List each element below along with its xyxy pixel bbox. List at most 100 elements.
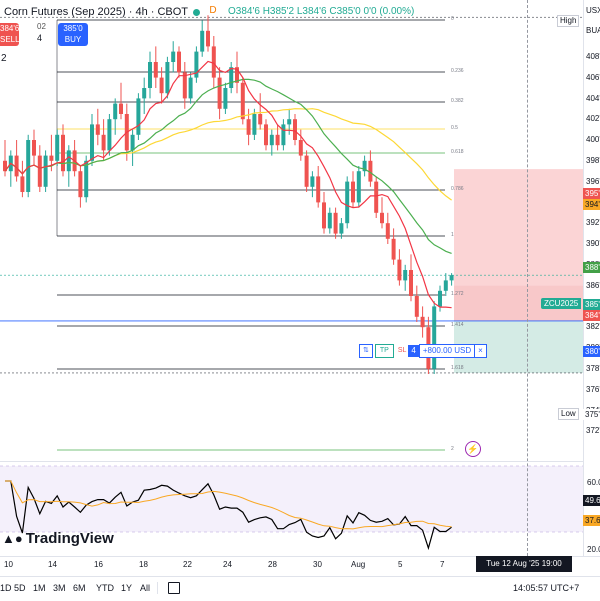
fib-level-label: 2 [451, 446, 454, 452]
position-pnl: +800.00 USD [418, 344, 476, 358]
price-tick: 402'0 [586, 114, 600, 124]
stop-loss-button[interactable]: SL [395, 345, 409, 357]
candle-body [374, 181, 379, 213]
price-flag: 375'6 [583, 409, 600, 420]
price-tick: 372'0 [586, 426, 600, 436]
time-tick: 14 [48, 560, 57, 569]
candle-body [420, 316, 425, 328]
candle-body [449, 275, 454, 281]
candle-body [287, 119, 292, 125]
quantity-field[interactable]: 4 [37, 33, 43, 43]
stop-loss-zone [454, 169, 583, 286]
candle-body [345, 181, 350, 224]
price-tick: 376'0 [586, 384, 600, 394]
high-label: High [557, 15, 580, 27]
reverse-button[interactable]: ⇅ [359, 344, 373, 358]
candle-body [368, 160, 373, 182]
pane-divider[interactable] [0, 461, 583, 462]
candle-body [252, 114, 257, 135]
rsi-tick-60: 60.0 [587, 478, 600, 487]
rsi-ma-value-flag: 37.6 [583, 515, 600, 526]
candle-body [95, 124, 100, 135]
rsi-axis [583, 462, 600, 556]
rsi-line [5, 480, 452, 551]
range-button-all[interactable]: All [140, 583, 151, 593]
candle-body [101, 134, 106, 151]
candle-body [385, 223, 390, 239]
candle-body [240, 82, 245, 120]
page-indicator: 2 [1, 53, 7, 64]
delayed-data-badge[interactable]: D [209, 5, 217, 16]
candle-body [61, 134, 65, 172]
candle-body [182, 72, 187, 99]
position-quantity: 4 [408, 345, 419, 357]
candle-body [66, 150, 71, 172]
sell-price: 384'6 [0, 24, 20, 33]
utc-clock[interactable]: 14:05:57 UTC+7 [513, 583, 580, 593]
range-button-ytd[interactable]: YTD [96, 583, 114, 593]
candle-body [113, 103, 118, 120]
currency-label: USX [586, 6, 600, 15]
candle-body [304, 155, 309, 187]
close-position-icon[interactable]: × [474, 344, 487, 358]
price-tick: 390'0 [586, 239, 600, 249]
candle-body [142, 88, 147, 99]
tradingview-wordmark: TradingView [25, 530, 114, 547]
candle-body [293, 119, 297, 140]
rsi-value-flag: 49.6 [583, 495, 600, 506]
price-tick: 382'0 [586, 322, 600, 332]
candle-body [153, 62, 158, 78]
time-tick: 24 [223, 560, 232, 569]
buy-price: 385'0 [63, 24, 83, 33]
range-button-1m[interactable]: 1M [33, 583, 46, 593]
candle-body [136, 98, 141, 135]
fib-level-label: 1.414 [451, 322, 464, 328]
position-order-line[interactable]: ⇅ TP SL 4 +800.00 USD × [359, 344, 487, 358]
bottom-toolbar: 14:05:57 UTC+7 1D 5D 1M 3M 6M YTD 1Y All [0, 576, 600, 601]
time-axis[interactable]: 1014161822242830Aug5715 [0, 556, 600, 573]
candle-body [322, 202, 326, 229]
range-button-1d[interactable]: 1D [0, 583, 12, 593]
price-tick: 396'0 [586, 176, 600, 186]
rsi-tick-20: 20.0 [587, 545, 600, 554]
price-chart[interactable] [0, 0, 583, 556]
candle-body [84, 160, 89, 198]
price-flag: 394'4 [583, 199, 600, 210]
candle-body [333, 212, 338, 234]
tradingview-mark-icon: ▲● [2, 531, 23, 546]
candle-body [281, 124, 286, 146]
candle-body [37, 155, 42, 187]
candle-body [49, 155, 54, 161]
time-tick: 16 [94, 560, 103, 569]
candle-body [229, 67, 234, 88]
range-button-3m[interactable]: 3M [53, 583, 66, 593]
range-button-5d[interactable]: 5D [14, 583, 26, 593]
range-button-6m[interactable]: 6M [73, 583, 86, 593]
fib-level-label: 1.272 [451, 291, 464, 297]
take-profit-button[interactable]: TP [374, 344, 394, 358]
candle-body [316, 176, 321, 203]
candle-body [165, 62, 170, 94]
toolbar-separator [157, 582, 158, 594]
low-label: Low [558, 408, 579, 420]
candle-body [403, 270, 408, 281]
candle-body [26, 140, 31, 192]
price-tick: 404'0 [586, 93, 600, 103]
price-flag: 388'4 [583, 262, 600, 273]
sell-button[interactable]: 384'6 SELL [0, 23, 20, 46]
fib-level-label: 0.786 [451, 186, 464, 192]
price-tick: 408'0 [586, 52, 600, 61]
tradingview-logo[interactable]: ▲● TradingView [2, 530, 114, 547]
range-button-1y[interactable]: 1Y [121, 583, 133, 593]
candle-body [171, 51, 176, 62]
symbol-title[interactable]: Corn Futures (Sep 2025) · 4h · CBOT [4, 6, 189, 18]
calendar-icon[interactable] [168, 582, 180, 594]
lightning-icon[interactable]: ⚡ [465, 441, 481, 457]
candle-body [443, 280, 448, 291]
candle-body [90, 124, 94, 161]
fib-level-label: 0.5 [451, 125, 458, 131]
crosshair-vertical [527, 0, 528, 556]
fib-level-label: 0.618 [451, 149, 464, 155]
buy-button[interactable]: 385'0 BUY [58, 23, 88, 46]
candle-body [223, 88, 228, 109]
